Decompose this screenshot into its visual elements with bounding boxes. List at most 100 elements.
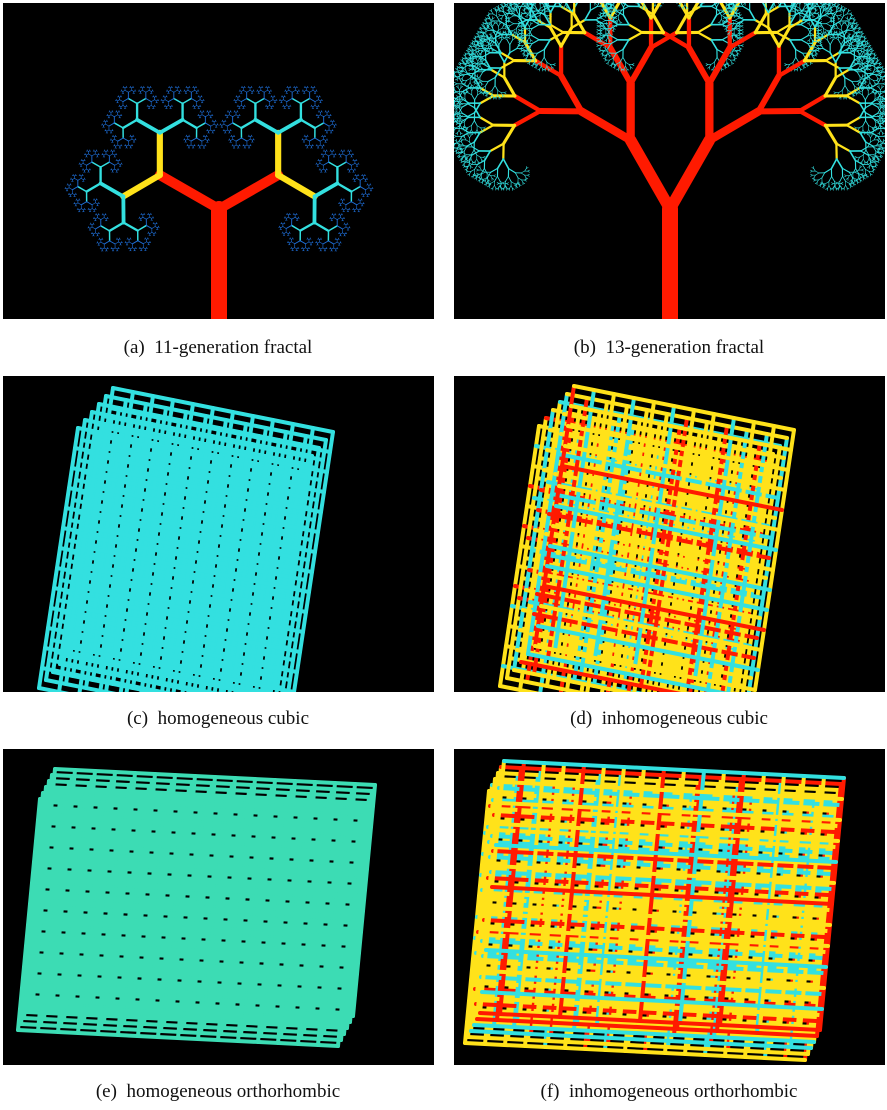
fractal-branch <box>478 80 481 84</box>
fractal-branch <box>521 30 524 34</box>
fractal-branch <box>285 224 293 229</box>
fractal-branch <box>462 67 465 71</box>
fractal-branch <box>493 174 496 177</box>
fractal-branch <box>114 168 118 171</box>
fractal-branch <box>496 183 500 185</box>
fractal-branch <box>519 39 522 42</box>
fractal-branch <box>356 178 361 181</box>
fractal-branch <box>294 240 301 245</box>
fractal-branch <box>501 15 504 19</box>
fractal-branch <box>484 27 489 31</box>
fractal-branch <box>486 177 489 181</box>
fractal-branch <box>463 54 466 57</box>
fractal-branch <box>468 46 472 48</box>
fractal-branch <box>506 187 509 190</box>
fractal-branch <box>476 56 481 60</box>
fractal-branch <box>323 138 326 141</box>
fractal-branch <box>240 98 248 103</box>
fractal-branch <box>461 58 465 60</box>
fractal-branch <box>117 114 121 117</box>
fractal-branch <box>503 5 506 9</box>
fractal-branch <box>516 43 520 50</box>
fractal-branch <box>112 153 116 156</box>
fractal-branch <box>114 163 119 166</box>
fractal-branch <box>231 122 243 129</box>
fractal-branch <box>482 156 486 159</box>
fractal-branch <box>614 13 618 16</box>
fractal-branch <box>458 71 463 75</box>
fractal-branch <box>136 97 147 105</box>
fractal-branch <box>492 29 497 36</box>
fractal-branch <box>531 35 540 41</box>
fractal-branch <box>454 147 456 149</box>
fractal-branch <box>498 13 501 16</box>
fractal-branch <box>485 21 488 24</box>
fractal-branch <box>483 90 486 94</box>
fractal-branch <box>531 39 540 45</box>
fractal-branch <box>524 174 527 179</box>
fractal-branch <box>164 99 169 102</box>
fractal-branch <box>478 78 483 82</box>
fractal-branch <box>108 122 115 127</box>
fractal-branch <box>517 44 521 46</box>
fractal-branch <box>122 137 130 142</box>
fractal-branch <box>476 172 479 175</box>
fractal-branch <box>468 64 472 67</box>
fractal-branch <box>522 28 527 31</box>
fractal-branch <box>100 225 111 232</box>
fractal-branch <box>108 221 125 233</box>
fractal-branch <box>288 216 293 220</box>
fractal-branch <box>333 217 338 220</box>
fractal-branch <box>520 45 524 49</box>
fractal-branch <box>465 50 469 52</box>
fractal-branch <box>455 140 460 144</box>
fractal-branch <box>199 144 203 147</box>
fractal-branch <box>462 125 465 129</box>
fractal-branch <box>473 102 482 114</box>
fractal-branch <box>460 132 463 135</box>
fractal-branch <box>489 18 495 22</box>
fractal-branch <box>509 32 512 35</box>
fractal-branch <box>483 183 487 186</box>
fractal-branch <box>322 153 326 156</box>
fractal-branch <box>148 105 152 107</box>
fractal-branch <box>523 50 526 54</box>
fractal-branch <box>473 131 481 143</box>
fractal-branch <box>521 179 524 183</box>
fractal-branch <box>473 120 478 127</box>
fractal-branch <box>340 217 343 220</box>
fractal-branch <box>309 98 316 103</box>
fractal-branch <box>528 37 531 41</box>
fractal-branch <box>149 232 153 234</box>
fractal-branch <box>457 148 461 151</box>
fractal-branch <box>539 3 542 5</box>
fractal-branch <box>507 36 511 38</box>
fractal-branch <box>181 118 198 130</box>
fractal-branch <box>522 25 527 29</box>
fractal-branch <box>320 114 324 117</box>
fractal-branch <box>455 132 458 135</box>
fractal-branch <box>463 73 468 76</box>
fractal-branch <box>105 123 110 127</box>
fractal-branch <box>487 49 490 52</box>
fractal-branch <box>477 45 481 47</box>
fractal-branch <box>525 3 528 5</box>
fractal-branch <box>503 13 508 16</box>
fractal-branch <box>479 58 484 65</box>
fractal-branch <box>254 97 265 105</box>
fractal-branch <box>128 144 132 147</box>
fractal-branch <box>464 80 467 84</box>
fractal-branch <box>464 56 467 59</box>
fractal-branch <box>455 86 459 88</box>
fractal-branch <box>283 99 288 102</box>
fractal-branch <box>470 175 474 178</box>
fractal-branch <box>489 142 505 153</box>
fractal-branch <box>476 129 479 133</box>
fractal-branch <box>457 115 460 119</box>
fractal-branch <box>485 18 488 21</box>
fractal-branch <box>501 37 506 41</box>
fractal-branch <box>190 144 194 147</box>
fractal-branch <box>356 202 361 206</box>
fractal-branch <box>479 80 482 84</box>
fractal-branch <box>527 62 530 65</box>
